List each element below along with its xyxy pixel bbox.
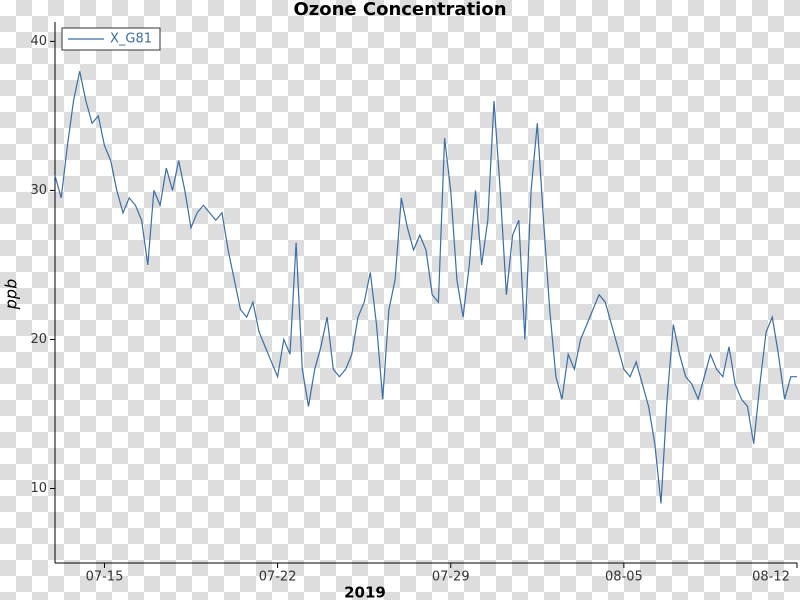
legend-box bbox=[61, 27, 161, 51]
y-tick-label: 30 bbox=[30, 183, 47, 198]
chart-title: Ozone Concentration bbox=[293, 0, 506, 20]
data-line bbox=[54, 71, 797, 504]
y-tick-label: 40 bbox=[30, 34, 47, 49]
y-tick-label: 20 bbox=[30, 332, 47, 347]
y-axis-label: ppb bbox=[2, 279, 21, 310]
x-axis-label: 2019 bbox=[344, 584, 386, 600]
y-tick-label: 10 bbox=[30, 481, 47, 496]
legend-label: X_G81 bbox=[110, 32, 152, 47]
x-tick-label: 08-05 bbox=[605, 570, 643, 585]
x-tick-label: 07-29 bbox=[432, 570, 470, 585]
x-tick-label: 07-15 bbox=[86, 570, 124, 585]
x-tick-label: 07-22 bbox=[259, 570, 297, 585]
x-tick-label: 08-12 bbox=[752, 570, 790, 585]
